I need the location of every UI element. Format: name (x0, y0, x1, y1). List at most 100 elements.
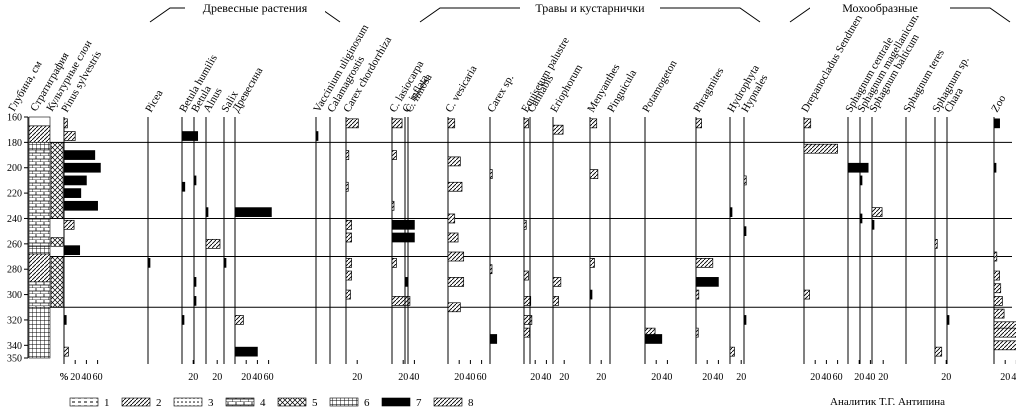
taxon-tick-label: 20 (559, 372, 569, 383)
taxon-tick-label: 40 (465, 372, 475, 383)
depth-tick-label: 200 (7, 163, 22, 174)
taxon-name: C. vesicaria (443, 63, 479, 114)
taxon-bar (803, 118, 812, 129)
taxon-name: Древесина (230, 65, 265, 114)
taxon-tick-label: 20 (398, 372, 408, 383)
taxon-bar (447, 156, 461, 167)
legend-label: 1 (104, 397, 110, 409)
taxon-bar (803, 289, 810, 300)
taxon-bar (391, 219, 415, 230)
group-label-bg (185, 2, 325, 16)
group-label-bg (520, 2, 660, 16)
taxon-tick-label: 60 (264, 372, 274, 383)
taxon-bar (589, 289, 593, 300)
taxon-bar (345, 289, 351, 300)
taxon-bar (181, 315, 185, 325)
strat-layer (28, 218, 51, 247)
depth-tick-label: 160 (7, 113, 22, 124)
cultural-layer (50, 142, 64, 219)
taxon-bar (523, 315, 533, 325)
analyst-caption: Аналитик Т.Г. Антипина (830, 396, 946, 408)
legend-swatch (121, 397, 151, 407)
taxon-tick-label: 40 (865, 372, 875, 383)
taxon-bar (345, 232, 352, 243)
taxon-bar (523, 270, 529, 281)
taxon-tick-label: 20 (878, 372, 888, 383)
taxon-bar (205, 238, 221, 249)
legend-swatch (381, 397, 411, 407)
taxon-bar (993, 283, 1002, 294)
taxon-bar (934, 238, 938, 249)
depth-tick-label: 240 (7, 214, 22, 225)
taxon-tick-label: 20 (651, 372, 661, 383)
strat-layer (28, 281, 51, 308)
taxon-bar (447, 213, 456, 224)
taxon-name: Potamogeton (640, 58, 680, 115)
taxon-tick-label: 20 (188, 372, 198, 383)
taxon-bar (315, 131, 319, 141)
taxon-bar (447, 118, 456, 129)
strat-layer (28, 125, 51, 143)
taxon-bar (729, 207, 733, 217)
legend-swatch (69, 397, 99, 407)
taxon-bar (63, 219, 75, 230)
legend-label: 3 (208, 397, 214, 409)
taxon-bar (63, 131, 76, 141)
taxon-bar (193, 175, 197, 186)
taxon-tick-label: % (60, 372, 68, 383)
taxon-tick-label: 20 (352, 372, 362, 383)
taxon-bar (345, 219, 352, 230)
strat-layer (28, 253, 51, 283)
taxon-tick-label: 40 (662, 372, 672, 383)
legend-label: 8 (468, 397, 474, 409)
taxon-tick-label: 20 (241, 372, 251, 383)
depth-tick-label: 340 (7, 341, 22, 352)
taxon-bar (345, 181, 349, 192)
taxon-bar (391, 200, 395, 211)
taxon-bar (181, 181, 186, 192)
taxon-bar (489, 169, 493, 179)
taxon-panel: Pinguicula (605, 68, 639, 364)
taxon-bar (63, 315, 67, 325)
taxon-bar (391, 118, 403, 129)
taxon-bar (993, 340, 1016, 351)
taxon-bar (589, 118, 598, 129)
taxon-bar (993, 327, 1016, 338)
taxon-bar (489, 334, 498, 344)
taxon-bar (193, 296, 197, 306)
taxon-bar (447, 232, 459, 243)
taxon-bar (695, 327, 699, 338)
legend-swatch (329, 397, 359, 407)
taxon-bar (993, 162, 997, 173)
taxon-bar (695, 258, 714, 268)
taxon-bar (63, 200, 98, 211)
taxon-bar (644, 334, 663, 344)
taxon-tick-label: 60 (93, 372, 103, 383)
taxon-panel: Picea (143, 88, 166, 364)
taxon-bar (695, 118, 702, 129)
taxon-name: Zoo (989, 93, 1009, 115)
taxon-bar (63, 245, 81, 256)
strat-layer (28, 116, 51, 127)
taxon-name: Carex sp. (485, 72, 516, 114)
taxon-tick-label: 20 (596, 372, 606, 383)
taxon-bar (523, 118, 529, 129)
taxon-bar (447, 181, 463, 192)
taxon-bar (193, 277, 197, 287)
legend-swatch (277, 397, 307, 407)
legend-label: 5 (312, 397, 318, 409)
legend-label: 2 (156, 397, 162, 409)
taxon-tick-label: 20 (70, 372, 80, 383)
legend-label: 4 (260, 397, 266, 409)
taxon-bar (63, 150, 96, 160)
taxon-tick-label: 40 (713, 372, 723, 383)
taxon-bar (589, 169, 599, 179)
cultural-layer (50, 256, 64, 308)
taxon-panel: Chara (942, 86, 966, 364)
taxon-panel: Pinus sylvestris% 20 40 60 (59, 49, 104, 383)
group-headers: Древесные растения Травы и кустарнички Мох… (149, 1, 1011, 23)
taxon-bar (63, 188, 82, 198)
